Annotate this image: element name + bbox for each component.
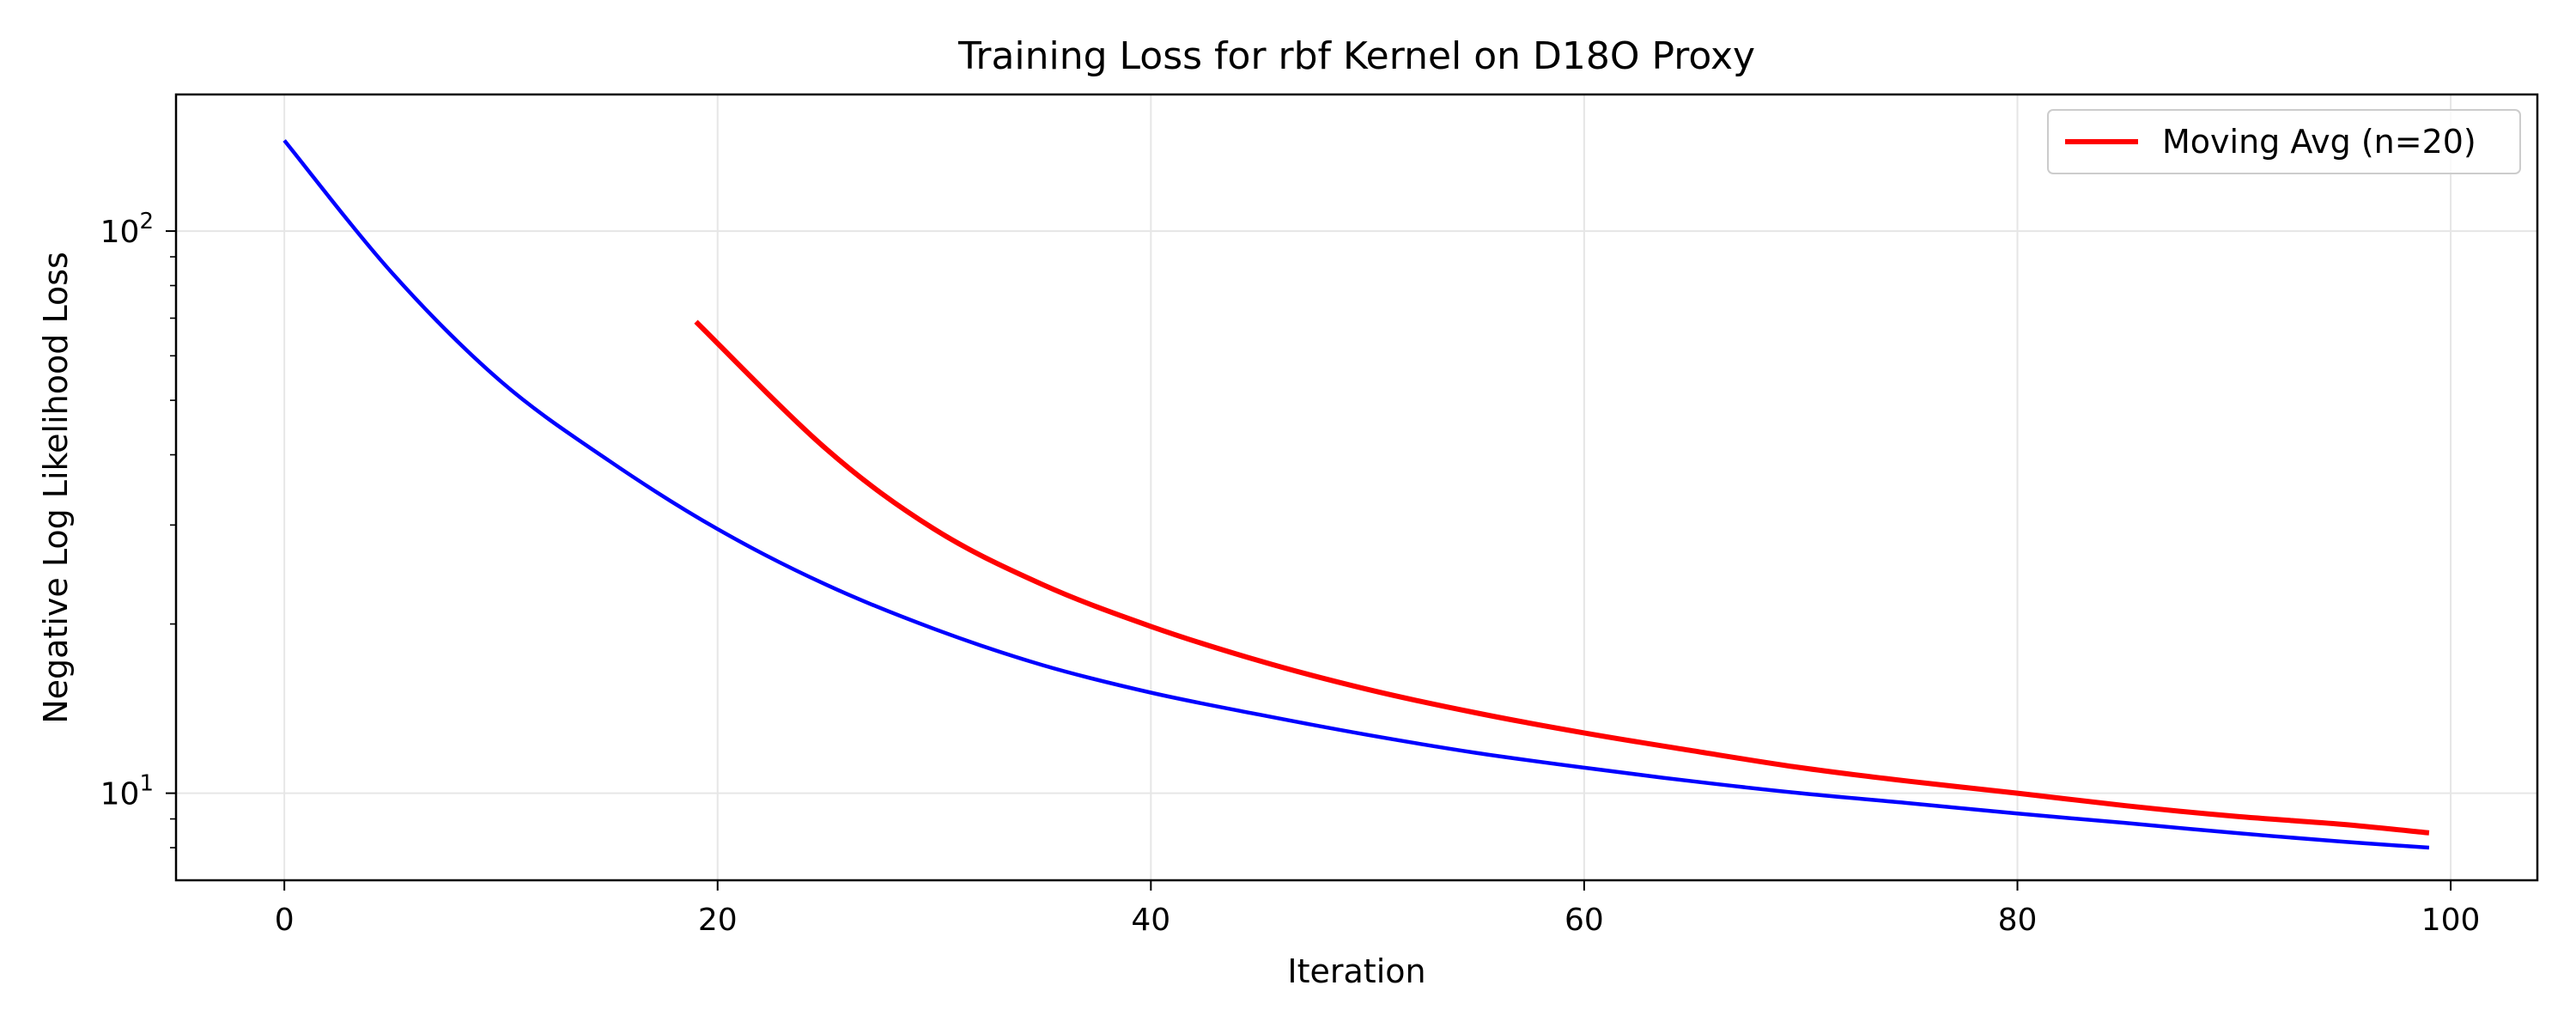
y-tick-label: 101 [100, 771, 154, 812]
legend-box [2047, 109, 2521, 174]
x-tick-label: 100 [2421, 903, 2481, 938]
x-tick-label: 0 [275, 903, 295, 938]
y-axis-label: Negative Log Likelihood Loss [37, 252, 75, 724]
plot-frame [174, 93, 2539, 882]
x-tick-label: 40 [1131, 903, 1170, 938]
x-tick-label: 20 [698, 903, 738, 938]
series-line-loss [283, 139, 2430, 850]
legend-label-moving-avg: Moving Avg (n=20) [2162, 123, 2476, 161]
x-tick-label: 60 [1564, 903, 1604, 938]
axis-ticks: 0 20 40 60 80 100 101 102 [100, 209, 2481, 938]
legend: Moving Avg (n=20) [2047, 109, 2521, 174]
series-line-moving-avg [694, 319, 2430, 836]
grid-lines [176, 94, 2537, 880]
series-lines [283, 139, 2430, 850]
chart-title: Training Loss for rbf Kernel on D18O Pro… [957, 34, 1755, 78]
x-tick-label: 80 [1998, 903, 2038, 938]
x-axis-label: Iteration [1287, 952, 1425, 990]
y-tick-label: 102 [100, 209, 154, 250]
